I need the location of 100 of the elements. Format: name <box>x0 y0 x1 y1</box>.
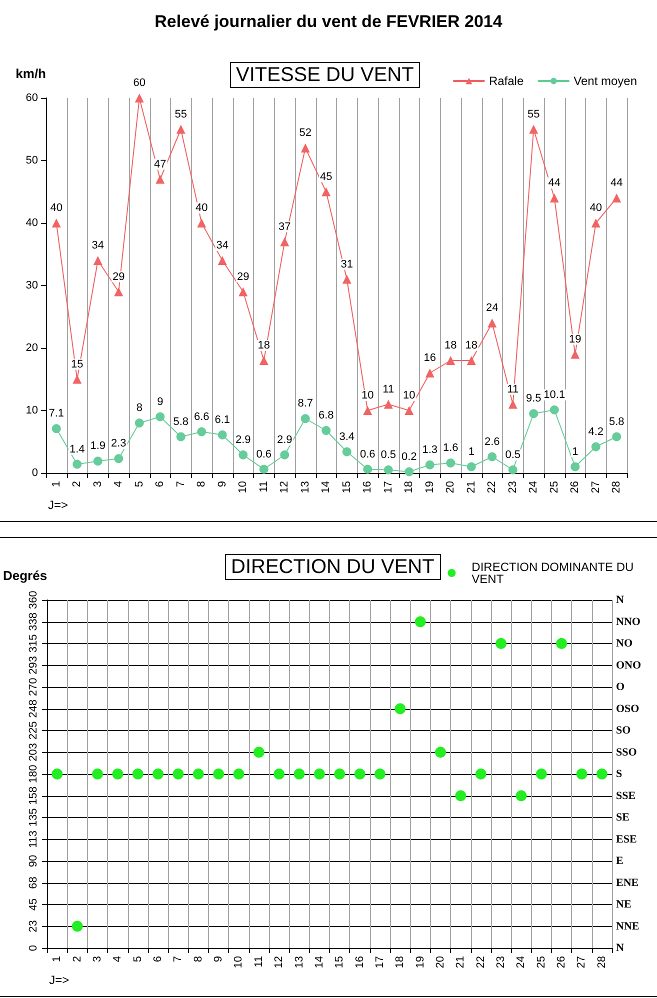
y-tick-label: 360 <box>28 590 40 610</box>
x-tick-label: 21 <box>465 481 478 494</box>
data-label: 40 <box>196 202 208 214</box>
category-label: ONO <box>616 659 642 672</box>
point <box>197 218 206 228</box>
y-tick-label: 225 <box>28 721 40 740</box>
point <box>475 768 486 780</box>
x-tick-label: 11 <box>258 481 270 492</box>
data-label: 16 <box>424 352 436 364</box>
data-label: 55 <box>174 108 187 120</box>
data-label: 0.6 <box>360 448 376 460</box>
y-tick-label: 10 <box>26 404 38 416</box>
data-label: 1 <box>468 446 474 458</box>
y-tick-label: 113 <box>28 830 40 848</box>
x-tick-label: 10 <box>237 481 250 494</box>
point <box>294 768 305 780</box>
data-label: 47 <box>154 158 166 170</box>
x-tick-label: 28 <box>610 481 623 494</box>
point <box>529 124 538 134</box>
data-label: 40 <box>50 202 62 214</box>
data-label: 34 <box>216 240 228 252</box>
point <box>72 374 82 384</box>
point <box>152 768 164 780</box>
y-tick-label: 270 <box>28 678 40 696</box>
chart-subtitle: VITESSE DU VENT <box>236 64 414 86</box>
x-tick-label: 15 <box>334 956 346 968</box>
point <box>238 450 248 460</box>
x-tick-label: 11 <box>252 956 265 968</box>
data-label: 1.9 <box>90 440 106 452</box>
data-label: 29 <box>237 270 250 283</box>
category-label: N <box>616 594 624 606</box>
category-label: ENE <box>616 876 639 889</box>
y-tick-label: 60 <box>26 92 38 104</box>
x-tick-label: 26 <box>556 956 568 968</box>
x-tick-label: 24 <box>515 956 528 968</box>
data-label: 11 <box>507 383 519 396</box>
point <box>466 462 476 472</box>
category-label: NE <box>616 898 632 910</box>
data-label: 6.6 <box>194 410 210 423</box>
data-label: 10 <box>403 390 416 402</box>
x-tick-label: 4 <box>112 481 125 488</box>
x-tick-label: 2 <box>71 956 84 962</box>
y-tick-label: 30 <box>26 280 38 292</box>
point <box>384 465 393 474</box>
y-tick-label: 68 <box>28 876 40 889</box>
point <box>556 638 568 649</box>
data-label: 6.8 <box>318 410 334 422</box>
point <box>72 920 83 932</box>
x-tick-label: 25 <box>548 481 560 494</box>
point <box>52 424 61 434</box>
point <box>354 768 366 780</box>
data-label: 11 <box>382 383 394 396</box>
point <box>114 287 124 296</box>
point <box>72 460 82 469</box>
y-tick-label: 248 <box>28 700 40 718</box>
x-tick-label: 3 <box>92 481 104 488</box>
point <box>363 464 372 474</box>
x-tick-label: 9 <box>216 481 228 488</box>
x-tick-label: 27 <box>590 481 602 494</box>
point <box>570 462 580 472</box>
point <box>218 256 227 265</box>
data-label: 55 <box>528 108 540 120</box>
y-axis-title: Degrés <box>3 568 48 583</box>
point <box>93 256 102 265</box>
point <box>425 460 434 470</box>
point <box>425 368 434 378</box>
point <box>508 465 518 474</box>
data-label: 2.9 <box>235 434 251 446</box>
x-tick-label: 2 <box>71 481 84 488</box>
data-label: 44 <box>548 177 560 189</box>
y-tick-label: 50 <box>26 154 38 166</box>
point <box>156 174 165 184</box>
x-tick-label: 5 <box>132 956 144 962</box>
point <box>233 768 244 780</box>
point <box>435 746 446 758</box>
category-label: NNE <box>616 920 640 932</box>
data-label: 24 <box>486 302 498 314</box>
point <box>404 406 414 415</box>
category-label: E <box>616 855 624 867</box>
x-tick-label: 18 <box>403 481 416 494</box>
data-label: 0.6 <box>256 448 272 460</box>
x-tick-label: 22 <box>474 956 487 968</box>
point <box>112 768 124 780</box>
x-tick-label: 7 <box>174 481 187 488</box>
x-tick-label: 8 <box>196 481 208 488</box>
x-tick-label: 23 <box>506 481 519 494</box>
data-label: 7.1 <box>48 408 64 420</box>
point <box>259 356 268 365</box>
point <box>374 768 386 780</box>
point <box>92 768 104 780</box>
category-label: OSO <box>616 702 640 715</box>
y-tick-label: 45 <box>28 898 40 911</box>
x-tick-label: 13 <box>293 956 306 968</box>
y-tick-label: 180 <box>28 764 40 784</box>
x-tick-label: 7 <box>172 956 184 962</box>
point <box>192 768 204 780</box>
x-tick-label: 12 <box>278 481 291 494</box>
data-label: 15 <box>71 358 84 370</box>
y-tick-label: 40 <box>26 217 38 229</box>
point <box>280 237 290 246</box>
